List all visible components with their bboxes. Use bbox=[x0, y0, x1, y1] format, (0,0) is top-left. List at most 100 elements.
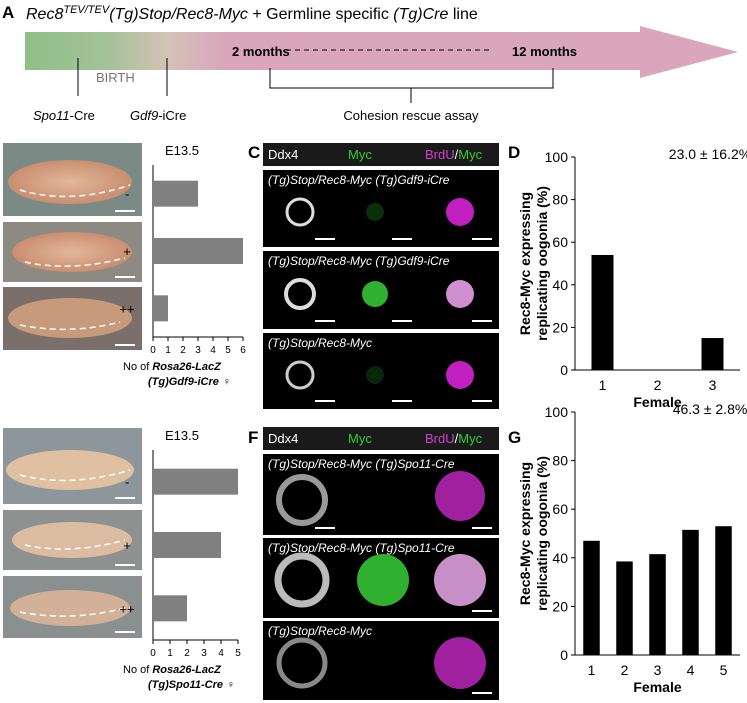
bracket bbox=[269, 68, 554, 103]
y-tick-label: 20 bbox=[552, 319, 568, 335]
category-label: ++ bbox=[119, 301, 134, 316]
x-axis-label-part: No of bbox=[123, 361, 152, 373]
embryo-photos bbox=[3, 143, 142, 638]
panel-label: D bbox=[508, 143, 520, 162]
bar bbox=[715, 526, 732, 655]
x-tick-label: 5 bbox=[235, 648, 241, 659]
row-label: (Tg)Stop/Rec8-Myc (Tg)Gdf9-iCre bbox=[268, 254, 450, 268]
microscopy-c: Ddx4 Myc BrdU/Myc (Tg)Stop/Rec8-Myc (Tg)… bbox=[263, 143, 499, 409]
gdf9-label: Gdf9-iCre bbox=[130, 108, 186, 123]
category-label: ++ bbox=[119, 601, 134, 616]
bar bbox=[616, 561, 633, 655]
channel: Myc bbox=[348, 431, 372, 446]
assay-label: Cohesion rescue assay bbox=[343, 108, 479, 123]
channel: BrdU/Myc bbox=[425, 431, 483, 446]
x-tick-label: 0 bbox=[150, 648, 156, 659]
end-label: 12 months bbox=[512, 44, 577, 59]
y-axis-label: Rec8-Myc expressing bbox=[517, 462, 533, 605]
x-axis-label: (Tg)Gdf9-iCre ♀ bbox=[148, 376, 230, 388]
birth-label: BIRTH bbox=[96, 70, 135, 85]
x-tick-label: 3 bbox=[709, 377, 717, 393]
x-tick-label: 3 bbox=[201, 648, 207, 659]
x-tick-label: 4 bbox=[687, 662, 695, 678]
category-label: - bbox=[125, 475, 129, 490]
panel-label: A bbox=[2, 3, 14, 22]
channel: Ddx4 bbox=[268, 431, 298, 446]
row-label: (Tg)Stop/Rec8-Myc (Tg)Gdf9-iCre bbox=[268, 173, 450, 187]
y-tick-label: 60 bbox=[552, 234, 568, 250]
x-tick-label: 1 bbox=[599, 377, 607, 393]
y-tick-label: 100 bbox=[545, 404, 569, 420]
annotation: 46.3 ± 2.8% bbox=[673, 401, 747, 417]
chart-title: E13.5 bbox=[165, 143, 199, 158]
y-tick-label: 40 bbox=[552, 277, 568, 293]
y-tick-label: 80 bbox=[552, 192, 568, 208]
channel: Myc bbox=[348, 147, 372, 162]
y-tick-label: 0 bbox=[560, 362, 568, 378]
y-tick-label: 40 bbox=[552, 550, 568, 566]
x-tick-label: 2 bbox=[654, 377, 662, 393]
panel-label: F bbox=[248, 428, 258, 447]
x-axis-label: No of Rosa26-LacZ bbox=[123, 361, 222, 373]
x-tick-label: 3 bbox=[195, 345, 201, 356]
row-label: (Tg)Stop/Rec8-Myc bbox=[268, 336, 372, 350]
bar bbox=[591, 254, 614, 370]
x-axis-label: No of Rosa26-LacZ bbox=[123, 664, 222, 676]
bar bbox=[153, 295, 168, 322]
category-label: - bbox=[125, 187, 129, 202]
x-axis-label-part: Rosa26-LacZ bbox=[152, 664, 222, 676]
row-label: (Tg)Stop/Rec8-Myc bbox=[268, 624, 372, 638]
timeline-title: Rec8TEV/TEV(Tg)Stop/Rec8-Myc + Germline … bbox=[26, 4, 478, 23]
channel: Ddx4 bbox=[268, 147, 298, 162]
x-axis-label-part: No of bbox=[123, 664, 152, 676]
x-tick-label: 1 bbox=[165, 345, 171, 356]
chart-title: E13.5 bbox=[165, 428, 199, 443]
row-label: (Tg)Stop/Rec8-Myc (Tg)Spo11-Cre bbox=[268, 457, 455, 471]
y-tick-label: 60 bbox=[552, 501, 568, 517]
x-tick-label: 3 bbox=[654, 662, 662, 678]
x-tick-label: 2 bbox=[621, 662, 629, 678]
bar bbox=[153, 532, 221, 558]
bar bbox=[682, 529, 699, 655]
bar bbox=[649, 554, 666, 655]
x-tick-label: 6 bbox=[240, 345, 246, 356]
timeline-arrow bbox=[25, 26, 738, 78]
charts: E13.50 1 2 3 4 5 6-+++No of Rosa26-LacZ(Tg)Gdf… bbox=[119, 143, 747, 695]
x-tick-label: 2 bbox=[180, 345, 186, 356]
category-label: + bbox=[123, 538, 131, 553]
y-tick-label: 80 bbox=[552, 453, 568, 469]
y-axis-label: replicating oogonia (%) bbox=[534, 186, 550, 341]
y-axis-label: replicating oogonia (%) bbox=[534, 456, 550, 611]
x-tick-label: 4 bbox=[218, 648, 224, 659]
category-label: + bbox=[123, 244, 131, 259]
bar bbox=[153, 595, 187, 622]
channel: BrdU/Myc bbox=[425, 147, 483, 162]
timeline: Rec8TEV/TEV(Tg)Stop/Rec8-Myc + Germline … bbox=[25, 4, 738, 123]
panel-label: G bbox=[508, 428, 521, 447]
y-tick-label: 100 bbox=[545, 149, 569, 165]
start-label: 2 months bbox=[232, 44, 290, 59]
spo11-label: Spo11-Cre bbox=[33, 108, 95, 123]
bar bbox=[153, 468, 238, 495]
x-tick-label: 0 bbox=[150, 345, 156, 356]
y-tick-label: 0 bbox=[560, 647, 568, 663]
x-axis-label: (Tg)Spo11-Cre ♀ bbox=[148, 679, 234, 691]
bar bbox=[153, 238, 243, 264]
y-axis-label: Rec8-Myc expressing bbox=[517, 192, 533, 335]
annotation: 23.0 ± 16.2% bbox=[669, 146, 747, 162]
bar bbox=[153, 180, 198, 207]
y-tick-label: 20 bbox=[552, 598, 568, 614]
x-axis-label: Female bbox=[633, 679, 681, 695]
microscopy-f: Ddx4 Myc BrdU/Myc (Tg)Stop/Rec8-Myc (Tg)… bbox=[263, 427, 499, 700]
x-axis-label: Female bbox=[633, 394, 681, 410]
x-axis-label-part: Rosa26-LacZ bbox=[152, 361, 222, 373]
bar bbox=[583, 540, 600, 655]
x-tick-label: 1 bbox=[588, 662, 596, 678]
bar bbox=[701, 338, 724, 370]
x-tick-label: 5 bbox=[225, 345, 231, 356]
x-tick-label: 2 bbox=[184, 648, 190, 659]
x-tick-label: 4 bbox=[210, 345, 216, 356]
panel-label: C bbox=[248, 143, 260, 162]
x-tick-label: 5 bbox=[720, 662, 728, 678]
